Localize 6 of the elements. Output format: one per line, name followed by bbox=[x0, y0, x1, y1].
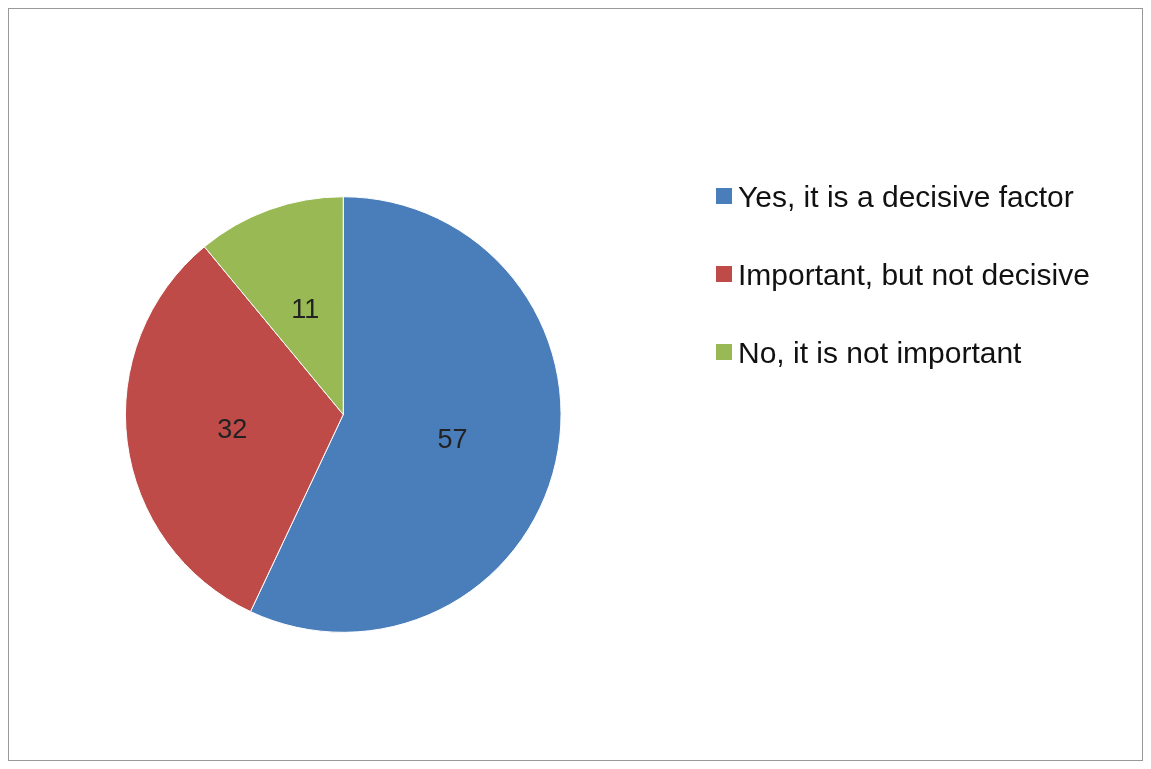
data-label: 57 bbox=[437, 423, 468, 454]
data-label: 11 bbox=[291, 294, 320, 325]
data-label: 32 bbox=[217, 413, 248, 444]
legend-label: Yes, it is a decisive factor bbox=[738, 179, 1074, 213]
legend-label: No, it is not important bbox=[738, 335, 1023, 369]
legend-label: Important, but not decisive bbox=[738, 257, 1090, 291]
